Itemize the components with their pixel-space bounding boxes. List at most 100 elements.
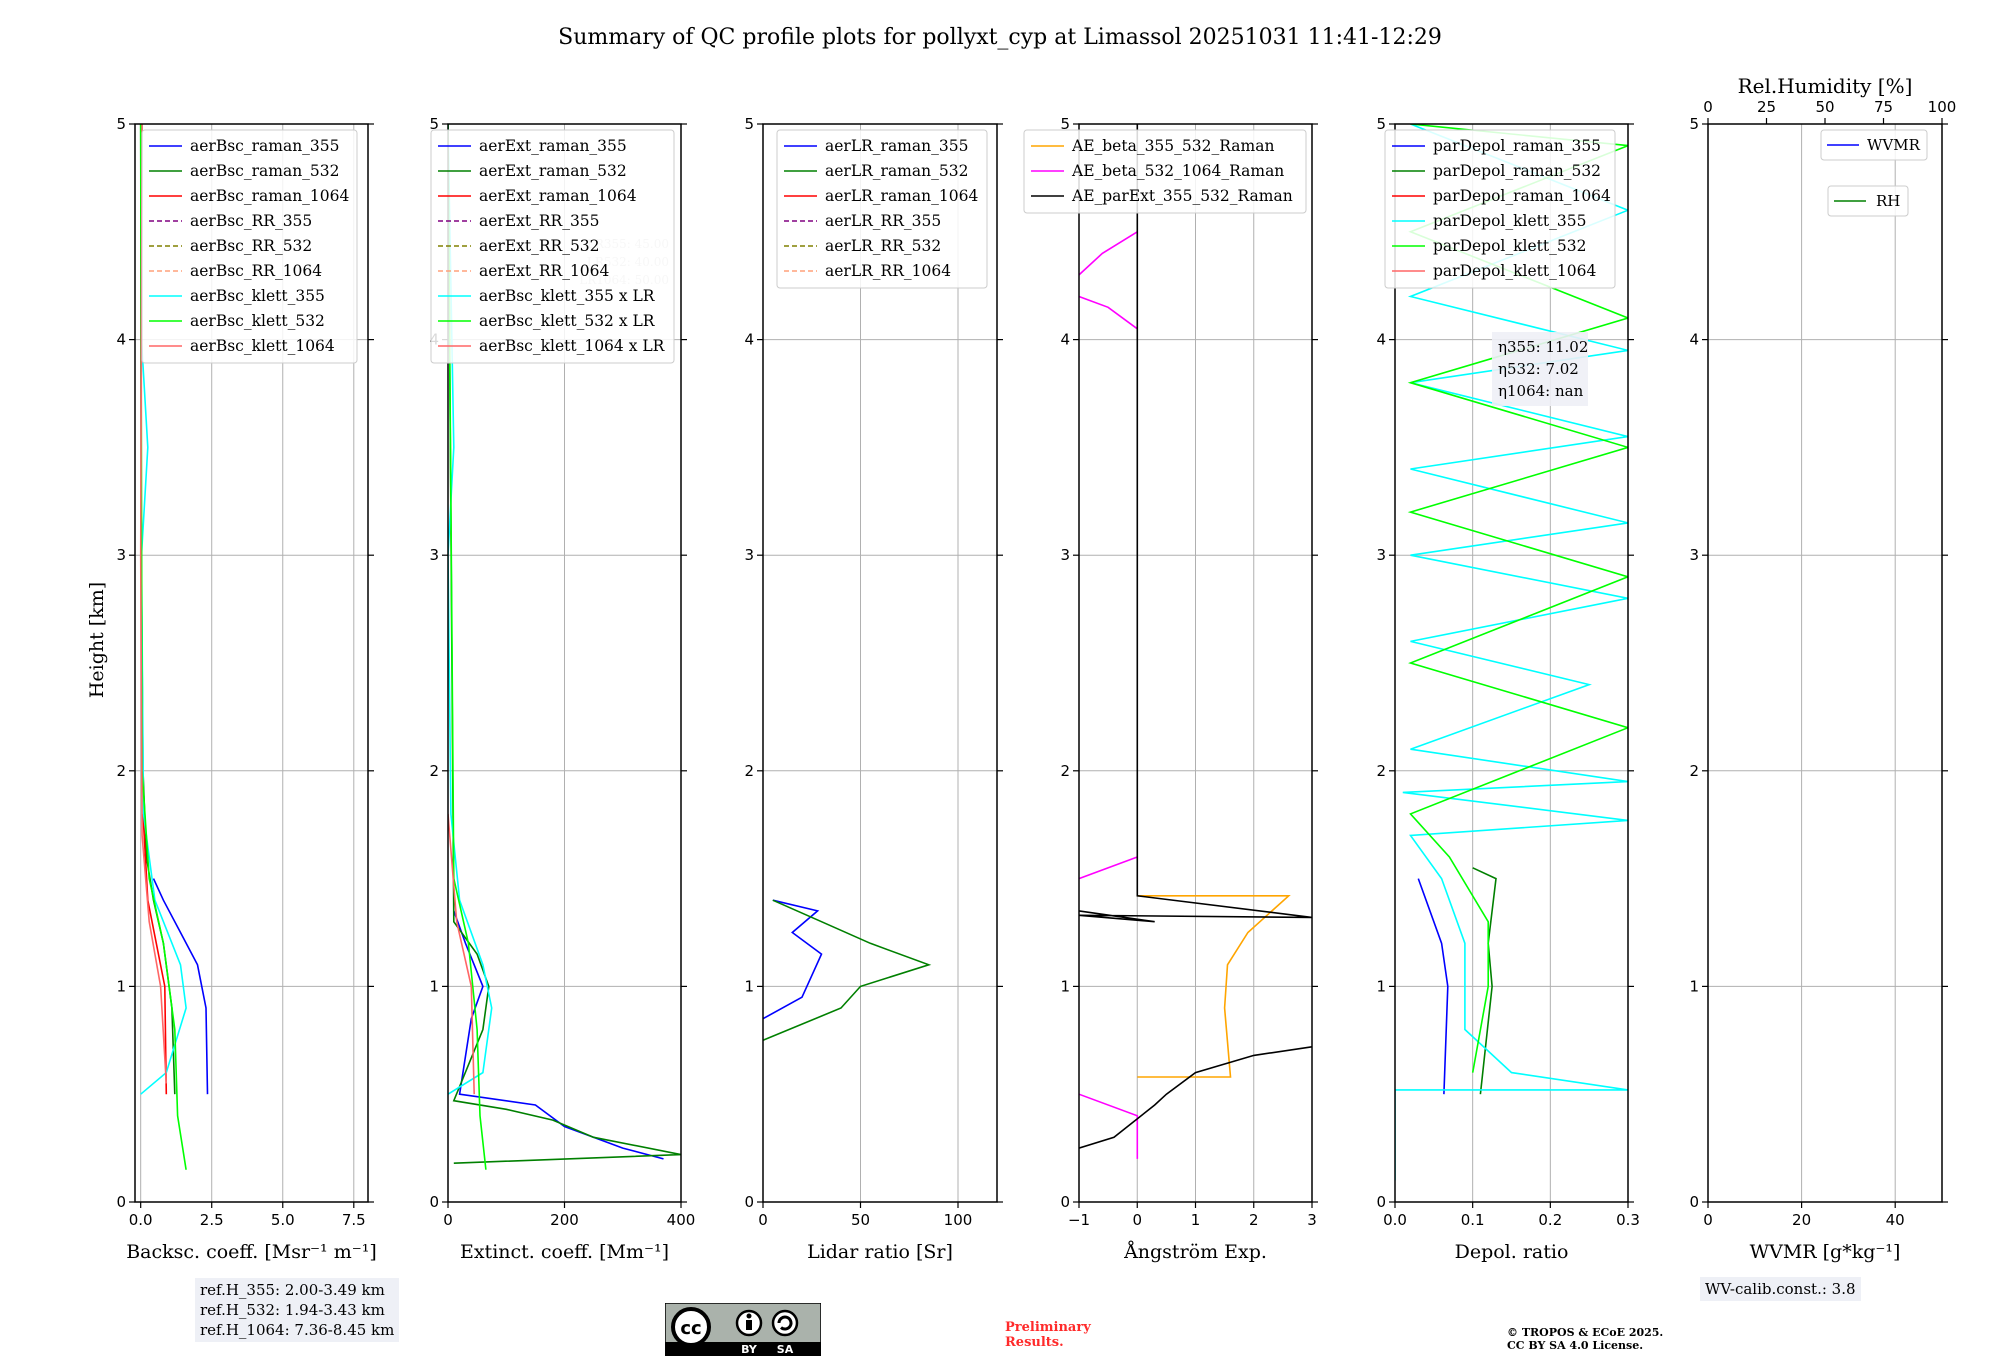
y-tick-label: 0 — [1060, 1193, 1070, 1211]
wv-calib-text: WV-calib.const.: 3.8 — [1705, 1280, 1856, 1298]
y-tick-label: 3 — [1689, 546, 1699, 564]
legend: parDepol_raman_355 parDepol_raman_532 parD… — [1384, 129, 1616, 289]
legend-entry: parDepol_klett_1064 — [1433, 262, 1596, 280]
legend-entry: aerLR_raman_355 — [825, 137, 968, 155]
legend-entry: aerExt_RR_532 — [479, 237, 600, 255]
legend-entry: parDepol_raman_532 — [1433, 162, 1601, 180]
legend-entry: parDepol_raman_1064 — [1433, 187, 1611, 205]
y-tick-label: 2 — [1689, 762, 1699, 780]
legend-entry: AE_beta_355_532_Raman — [1071, 137, 1274, 155]
x-tick-label: 7.5 — [342, 1211, 366, 1229]
x-tick-label: 100 — [944, 1211, 973, 1229]
x-axis-label: Ångström Exp. — [1123, 1241, 1267, 1263]
eta-box — [1492, 332, 1588, 406]
preliminary-line-1: Preliminary — [1005, 1320, 1091, 1335]
eta-label: η355: 11.02 — [1498, 338, 1588, 356]
legend: WVMR RH — [1820, 129, 1928, 217]
series-line-aerExt_raman_355 — [453, 910, 664, 1160]
series-line-aerBsc_klett_355 — [140, 124, 187, 1095]
axes-frame — [1394, 123, 1629, 1203]
x-tick-label: −1 — [1068, 1211, 1090, 1229]
series-line-AE_beta_532_1064_Raman — [1079, 1093, 1139, 1159]
series-line-AE_beta_532_1064_Raman_b — [1079, 856, 1138, 880]
y-tick-label: 3 — [744, 546, 754, 564]
y-tick-label: 5 — [744, 115, 754, 133]
x-tick-label: 0.2 — [1538, 1211, 1562, 1229]
x-tick-label: 5.0 — [271, 1211, 295, 1229]
ref-height-1064: ref.H_1064: 7.36-8.45 km — [200, 1321, 395, 1339]
series-line-parDepol_raman_355 — [1417, 878, 1449, 1095]
y-tick-label: 3 — [1376, 546, 1386, 564]
legend-entry: AE_parExt_355_532_Raman — [1071, 187, 1293, 205]
y-tick-label: 2 — [1060, 762, 1070, 780]
legend-box — [1820, 129, 1928, 161]
legend-entry: parDepol_klett_355 — [1433, 212, 1586, 230]
legend-box-rh — [1827, 185, 1909, 217]
ref-height-532: ref.H_532: 1.94-3.43 km — [200, 1301, 385, 1319]
series-line-AE_parExt_355_532_Raman — [1079, 1046, 1312, 1149]
top-x-tick-label: 0 — [1703, 98, 1713, 116]
series-line-AE_beta_532_1064_Raman_c — [1079, 295, 1138, 330]
series-line-aerExt_klett_532xLR — [448, 124, 487, 1170]
x-tick-label: 0.3 — [1616, 1211, 1640, 1229]
legend-entry: AE_beta_532_1064_Raman — [1071, 162, 1284, 180]
y-tick-label: 4 — [1376, 331, 1386, 349]
legend: aerLR_raman_355 aerLR_raman_532 aerLR_rama… — [776, 129, 988, 289]
eta-label: η1064: nan — [1498, 382, 1584, 400]
copyright-note: © TROPOS & ECoE 2025. CC BY SA 4.0 Licen… — [1507, 1326, 1663, 1352]
top-x-tick-label: 100 — [1928, 98, 1957, 116]
ref-height-355: ref.H_355: 2.00-3.49 km — [200, 1281, 385, 1299]
axes-frame — [762, 123, 998, 1203]
x-tick-label: 40 — [1886, 1211, 1905, 1229]
series-group — [448, 124, 681, 1170]
axes-frame — [134, 123, 369, 1203]
legend-entry: aerLR_RR_355 — [825, 212, 941, 230]
y-tick-label: 5 — [116, 115, 126, 133]
legend-box — [1023, 129, 1307, 214]
series-line-aerBsc_raman_1064 — [142, 813, 168, 1095]
legend-entry: aerExt_raman_1064 — [479, 187, 637, 205]
series-line-AE_beta_355_532_Raman — [1137, 894, 1291, 1078]
y-tick-label: 1 — [116, 977, 126, 995]
legend-entry: aerBsc_raman_355 — [190, 137, 340, 155]
series-line-aerBsc_raman_355 — [152, 878, 209, 1095]
panel-lr: 0 50 100 0 1 2 3 4 5 Lidar ratio [Sr] aerLR_raman_… — [744, 115, 1003, 1263]
cc-badge-sa: SA — [777, 1343, 794, 1356]
axes-frame — [1707, 123, 1943, 1203]
y-tick-label: 2 — [744, 762, 754, 780]
y-tick-label: 5 — [1060, 115, 1070, 133]
y-tick-label: 4 — [1060, 331, 1070, 349]
legend-box — [430, 129, 675, 364]
cc-badge-cc: cc — [680, 1318, 701, 1339]
x-tick-label: 50 — [851, 1211, 870, 1229]
reference-height-box: ref.H_355: 2.00-3.49 km ref.H_532: 1.94-… — [195, 1278, 400, 1342]
x-tick-label: 0 — [443, 1211, 453, 1229]
legend-entry: aerExt_raman_532 — [479, 162, 627, 180]
x-axis-label: Lidar ratio [Sr] — [807, 1241, 953, 1263]
series-line-aerLR_raman_532 — [763, 899, 932, 1042]
panel-wv: 0 20 40 0 1 2 3 4 5 WVMR [g*kg⁻¹] 0 25 50 75 100 Rel.Hu… — [1689, 74, 1956, 1263]
series-line-AE_beta_532_1064_Raman_d — [1079, 231, 1138, 276]
y-tick-label: 0 — [744, 1193, 754, 1211]
x-axis-label: Backsc. coeff. [Msr⁻¹ m⁻¹] — [126, 1241, 377, 1263]
legend: aerExt_raman_355 aerExt_raman_532 aerExt_r… — [430, 129, 675, 364]
panel-depol: 0.0 0.1 0.2 0.3 0 1 2 3 4 5 Depol. ratio parDepol_r… — [1376, 115, 1639, 1263]
y-tick-label: 1 — [1376, 977, 1386, 995]
legend: AE_beta_355_532_Raman AE_beta_532_1064_Ra… — [1023, 129, 1307, 214]
cc-license-badge: cc BY SA — [665, 1303, 821, 1356]
x-tick-label: 2.5 — [200, 1211, 224, 1229]
legend-entry: aerBsc_raman_1064 — [190, 187, 350, 205]
x-tick-label: 1 — [1191, 1211, 1201, 1229]
series-line-aerBsc_klett_1064 — [139, 124, 168, 1084]
x-tick-label: 200 — [550, 1211, 579, 1229]
y-tick-label: 5 — [1689, 115, 1699, 133]
legend-entry: aerBsc_klett_1064 x LR — [479, 337, 666, 355]
x-tick-label: 0 — [1132, 1211, 1142, 1229]
legend-box — [776, 129, 988, 289]
legend-entry: aerBsc_RR_532 — [190, 237, 312, 255]
x-tick-label: 0.0 — [1383, 1211, 1407, 1229]
eta-annotation: η355: 11.02 η532: 7.02 η1064: nan — [1492, 332, 1588, 406]
legend-entry: aerBsc_raman_532 — [190, 162, 340, 180]
legend-entry: aerBsc_klett_532 — [190, 312, 325, 330]
preliminary-note: Preliminary Results. — [1005, 1320, 1091, 1350]
